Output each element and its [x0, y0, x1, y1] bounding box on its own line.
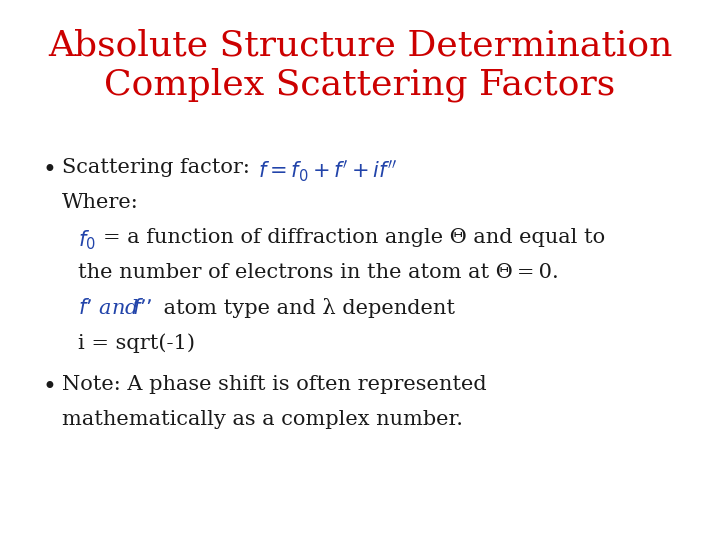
Text: Where:: Where:	[62, 193, 139, 212]
Text: •: •	[42, 158, 56, 182]
Text: $f = f_0 + f' + if''$: $f = f_0 + f' + if''$	[258, 158, 397, 184]
Text: $f$’’: $f$’’	[132, 298, 153, 318]
Text: i = sqrt(-1): i = sqrt(-1)	[78, 333, 195, 353]
Text: $f_0$: $f_0$	[78, 228, 96, 252]
Text: mathematically as a complex number.: mathematically as a complex number.	[62, 410, 463, 429]
Text: •: •	[42, 375, 56, 399]
Text: Absolute Structure Determination: Absolute Structure Determination	[48, 28, 672, 62]
Text: atom type and λ dependent: atom type and λ dependent	[157, 298, 455, 318]
Text: = a function of diffraction angle Θ and equal to: = a function of diffraction angle Θ and …	[103, 228, 605, 247]
Text: Complex Scattering Factors: Complex Scattering Factors	[104, 68, 616, 103]
Text: $f$’ and: $f$’ and	[78, 298, 140, 318]
Text: Note: A phase shift is often represented: Note: A phase shift is often represented	[62, 375, 487, 394]
Text: the number of electrons in the atom at Θ = 0.: the number of electrons in the atom at Θ…	[78, 263, 559, 282]
Text: Scattering factor:: Scattering factor:	[62, 158, 256, 177]
